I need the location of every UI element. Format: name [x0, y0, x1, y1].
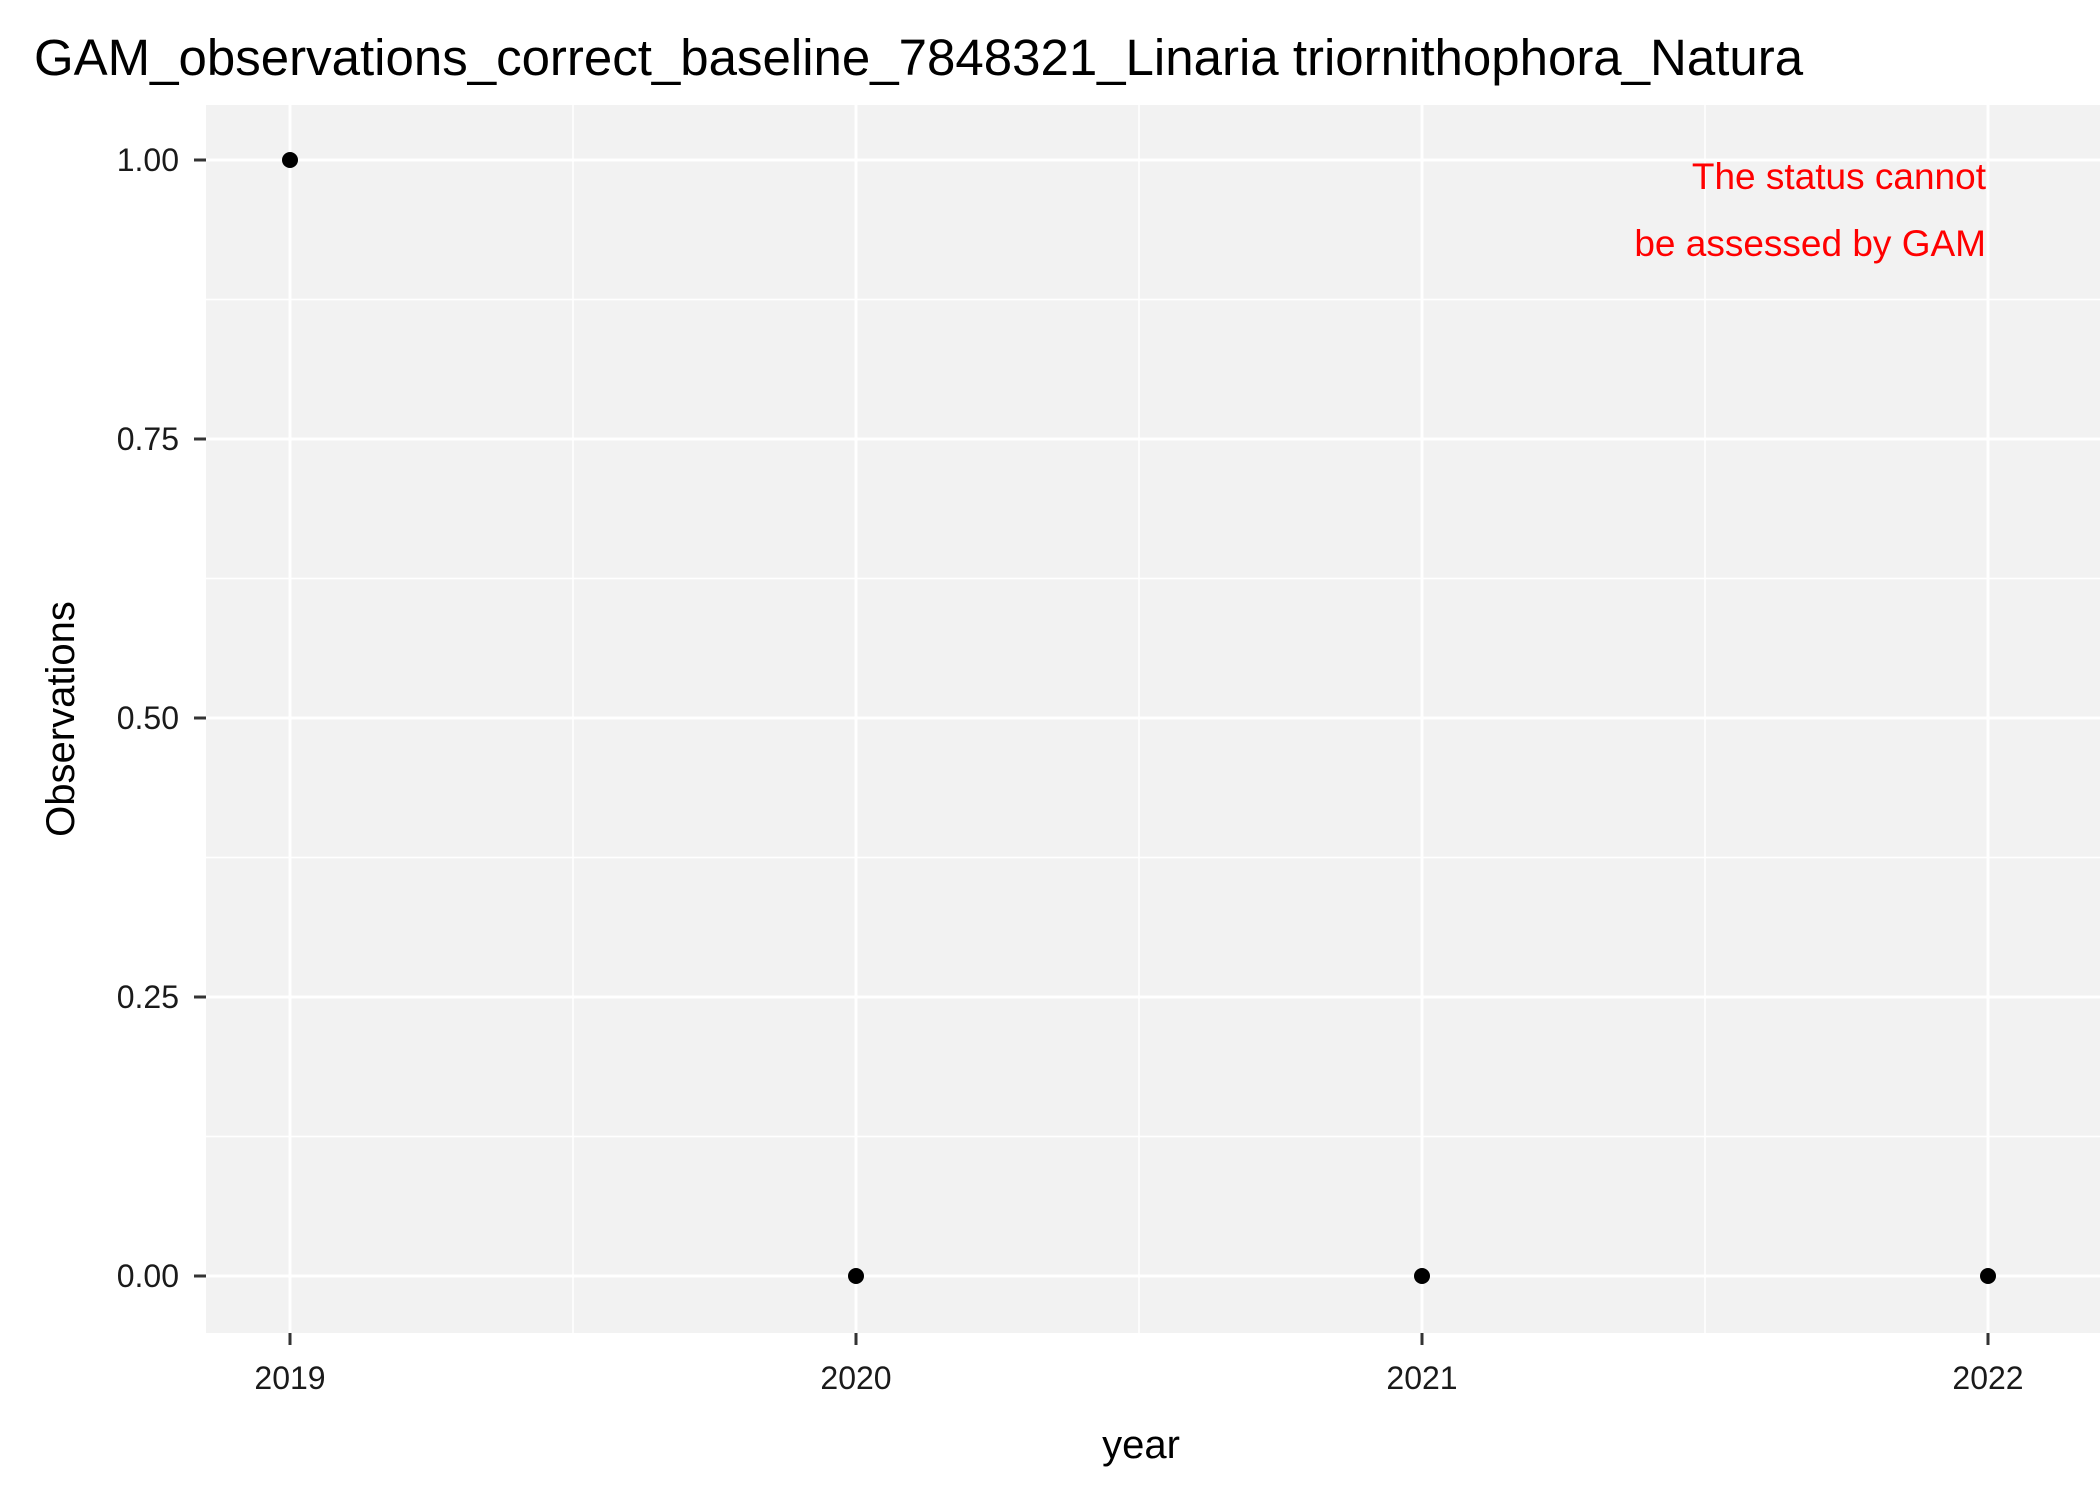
- x-tick-label: 2019: [254, 1360, 325, 1396]
- data-point: [848, 1268, 864, 1284]
- y-axis-title: Observations: [39, 601, 83, 837]
- y-tick-label: 0.25: [117, 979, 179, 1015]
- y-tick-label: 1.00: [117, 142, 179, 178]
- y-tick-label: 0.50: [117, 700, 179, 736]
- data-point: [1414, 1268, 1430, 1284]
- y-tick-label: 0.00: [117, 1258, 179, 1294]
- data-point: [1980, 1268, 1996, 1284]
- grid-major: [206, 105, 2100, 1333]
- y-axis: 0.00 0.25 0.50 0.75 1.00: [117, 142, 206, 1294]
- x-axis: 2019 2020 2021 2022: [254, 1333, 2024, 1396]
- x-tick-label: 2020: [820, 1360, 891, 1396]
- data-points: [282, 152, 1996, 1284]
- y-tick-label: 0.75: [117, 421, 179, 457]
- x-tick-label: 2022: [1952, 1360, 2023, 1396]
- x-axis-title: year: [1102, 1423, 1180, 1467]
- annotation-line: The status cannot: [1692, 156, 1987, 197]
- annotation-line: be assessed by GAM: [1634, 223, 1986, 264]
- x-tick-label: 2021: [1386, 1360, 1457, 1396]
- annotation: The status cannot be assessed by GAM: [1634, 156, 1986, 264]
- chart-title: GAM_observations_correct_baseline_784832…: [34, 29, 1804, 86]
- data-point: [282, 152, 298, 168]
